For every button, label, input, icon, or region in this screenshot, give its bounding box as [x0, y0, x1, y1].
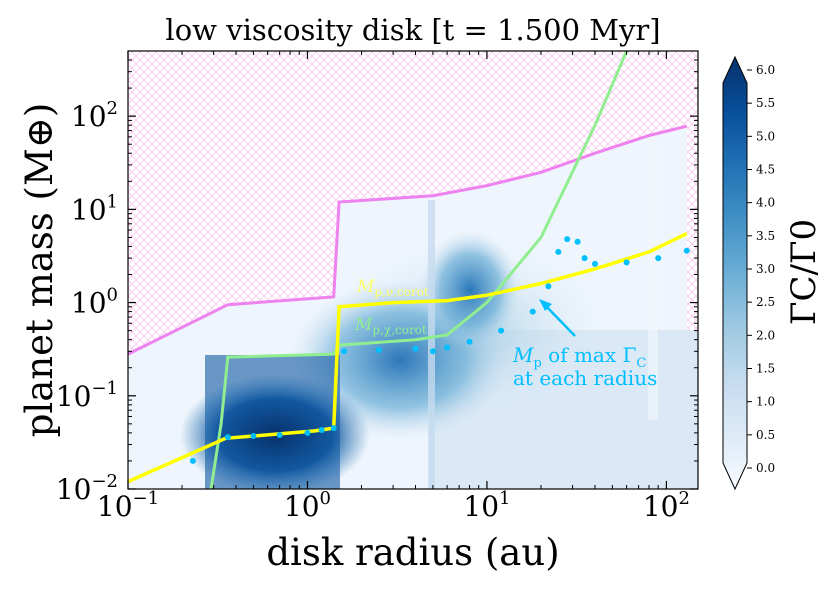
- max-gamma-point: [304, 429, 311, 436]
- x-tick-label: 10−1: [97, 488, 159, 523]
- colorbar-tick-label: 3.5: [756, 229, 775, 243]
- annotation-arrow: [542, 302, 576, 337]
- y-tick-label: 10−2: [56, 471, 118, 506]
- max-gamma-point: [683, 247, 690, 254]
- colorbar-ticks: 6.0 5.5 5.0 4.5 4.0 3.5 3.0 2.5 2.0 1.5 1.0 0.5 0.0: [747, 63, 775, 475]
- colorbar-tick-label: 4.0: [756, 196, 775, 210]
- max-gamma-point: [545, 283, 552, 290]
- colorbar-tick-label: 1.5: [756, 362, 775, 376]
- max-gamma-point: [655, 255, 662, 262]
- chi-corot-label: Mp,χ,corot: [354, 315, 427, 337]
- max-gamma-point: [276, 432, 283, 438]
- max-gamma-dots: [189, 236, 690, 464]
- colorbar-body: [722, 55, 748, 491]
- max-gamma-point: [375, 347, 382, 353]
- max-gamma-point: [429, 348, 436, 355]
- max-gamma-point: [529, 308, 536, 315]
- y-tick-label: 102: [71, 98, 118, 133]
- heatmap-blob-dark: [180, 375, 370, 489]
- y-tick-label: 101: [71, 191, 118, 226]
- x-axis-label: disk radius (au): [266, 531, 559, 574]
- colorbar-tick-label: 0.5: [756, 428, 775, 442]
- heatmap-outer-stripes: [648, 140, 658, 420]
- plot-area: [128, 51, 698, 489]
- colorbar-tick-label: 1.0: [756, 395, 775, 409]
- heatmap-gap-line: [428, 200, 435, 489]
- y-tick-label: 100: [71, 285, 118, 320]
- max-gamma-point: [250, 433, 257, 439]
- plot-frame: [127, 50, 699, 490]
- colorbar-label: ΓC/Γ0: [784, 219, 824, 325]
- x-axis-ticks: 10−1 100 101 102: [97, 51, 690, 523]
- max-gamma-point: [592, 260, 598, 267]
- max-gamma-point: [466, 338, 473, 345]
- nu-corot-label: Mp,ν,corot: [356, 277, 429, 299]
- yellow-line-nu-corot: [128, 232, 688, 484]
- max-gamma-point: [581, 255, 588, 262]
- max-gamma-point: [555, 248, 562, 255]
- max-gamma-point: [341, 348, 348, 355]
- y-axis-ticks: 10−2 10−1 100 101 102: [56, 50, 698, 506]
- colorbar-tick-label: 6.0: [756, 63, 775, 77]
- colorbar-tick-label: 2.5: [756, 295, 775, 309]
- max-gamma-point: [623, 259, 630, 266]
- max-gamma-point: [564, 236, 571, 243]
- max-gamma-point: [318, 427, 325, 433]
- colorbar-tick-label: 5.0: [756, 129, 775, 143]
- colorbar: 6.05.55.04.54.03.53.02.52.01.51.00.50.0 …: [722, 55, 824, 491]
- colorbar-tick-label: 2.0: [756, 328, 775, 342]
- x-tick-label: 100: [284, 488, 331, 523]
- colorbar-tick-label: 4.5: [756, 163, 775, 177]
- max-gamma-point: [574, 238, 581, 245]
- magenta-line: [128, 124, 688, 356]
- y-tick-label: 10−1: [56, 378, 118, 413]
- y-axis-label: planet mass (M⊕): [18, 103, 61, 438]
- chart-title: low viscosity disk [t = 1.500 Myr]: [165, 13, 660, 47]
- colorbar-tick-label: 5.5: [756, 96, 775, 110]
- max-gamma-point: [412, 345, 419, 352]
- x-tick-label: 101: [463, 488, 510, 523]
- max-gamma-point: [189, 457, 196, 464]
- max-gamma-point: [330, 425, 337, 432]
- max-gamma-label-line1: Mp of max ΓC: [512, 343, 646, 371]
- colorbar-tick-label: 3.0: [756, 262, 775, 276]
- x-tick-label: 102: [643, 488, 690, 523]
- green-line-chi-corot: [209, 51, 628, 489]
- max-gamma-label-line2: at each radius: [513, 366, 657, 390]
- heatmap-blob-mid2: [420, 230, 520, 350]
- annotation-arrowhead: [539, 299, 552, 311]
- max-gamma-point: [498, 327, 505, 334]
- max-gamma-point: [224, 434, 231, 441]
- max-gamma-point: [444, 344, 451, 351]
- colorbar-tick-label: 0.0: [756, 461, 775, 475]
